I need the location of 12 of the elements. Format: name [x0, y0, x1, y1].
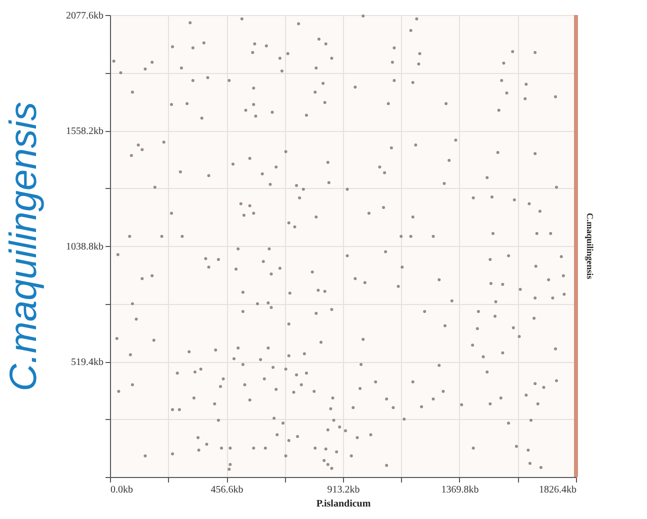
- x-tick-label: 1369.8kb: [441, 484, 479, 496]
- x-tick-label: 456.6kb: [210, 484, 244, 496]
- y-axis-title: C.maquilingensis: [3, 102, 45, 392]
- x-axis-title: P.islandicum: [316, 498, 372, 510]
- y-tick-label: 1038.8kb: [66, 242, 104, 252]
- y-tick-label: 2077.6kb: [66, 10, 104, 22]
- y-tick-label: 519.4kb: [71, 357, 104, 368]
- x-tick-label: 0.0kb: [110, 484, 133, 496]
- x-tick-label: 1826.4kb: [539, 484, 576, 496]
- y2-axis-title: C.maquilingensis: [585, 212, 595, 280]
- y-tick-label: 1558.2kb: [66, 126, 104, 137]
- x-tick-label: 913.2kb: [327, 484, 360, 496]
